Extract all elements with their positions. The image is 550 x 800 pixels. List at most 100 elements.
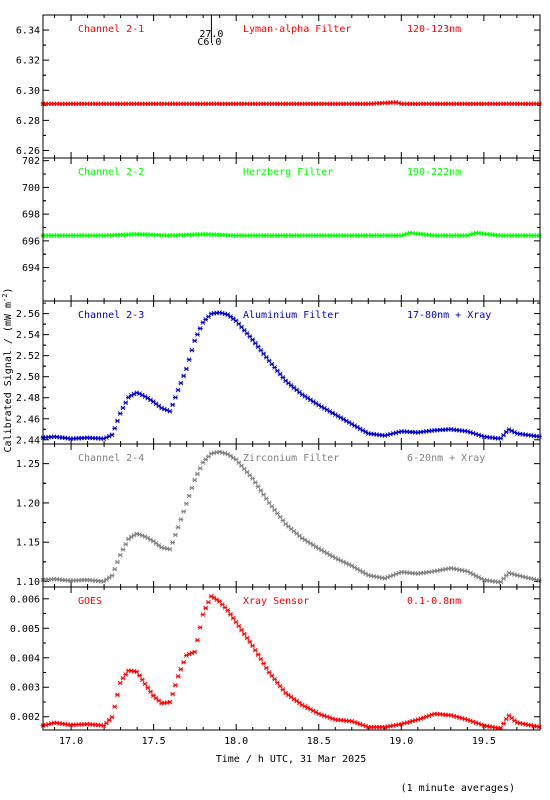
data-point	[214, 597, 220, 602]
y-tick-label: 2.54	[16, 330, 40, 341]
data-point	[175, 524, 181, 530]
data-point	[139, 677, 145, 682]
y-tick-label: 2.56	[16, 309, 40, 320]
data-point	[503, 716, 509, 722]
data-point	[498, 436, 504, 441]
data-point	[181, 373, 187, 379]
data-point	[178, 517, 184, 522]
series-markers	[40, 593, 542, 731]
panel-label: 17-80nm + Xray	[407, 310, 491, 321]
data-point	[258, 656, 264, 662]
data-point	[197, 466, 203, 471]
data-point	[192, 649, 198, 655]
data-point	[247, 639, 253, 645]
data-point	[277, 371, 283, 377]
data-point	[183, 501, 189, 507]
y-tick-label: 6.28	[16, 116, 40, 127]
data-point	[274, 680, 280, 686]
data-point	[175, 674, 181, 679]
x-tick-label: 19.5	[472, 736, 496, 747]
panel-frame	[42, 14, 541, 159]
data-point	[225, 312, 231, 317]
y-tick-label: 696	[22, 236, 40, 247]
panel-label: Channel 2-4	[78, 453, 144, 464]
data-point	[250, 476, 255, 481]
data-point	[195, 637, 200, 643]
data-point	[536, 233, 542, 238]
data-point	[197, 625, 203, 630]
y-tick-label: 6.30	[16, 86, 40, 97]
data-point	[170, 691, 175, 697]
data-point	[269, 504, 275, 509]
data-point	[195, 332, 200, 337]
data-point	[228, 611, 233, 617]
y-axis-label-text: Calibrated Signal / (mW m	[3, 302, 14, 453]
data-point	[228, 453, 233, 459]
data-point	[109, 432, 115, 438]
data-point	[236, 623, 242, 629]
data-point	[239, 627, 244, 633]
data-point	[225, 608, 231, 613]
data-point	[126, 395, 131, 400]
y-tick-label: 0.002	[10, 712, 40, 723]
panel-3: 2.44 2.46 2.48 2.50 2.52 2.54 2.56 Channel 2-3 A…	[16, 300, 542, 446]
data-point	[241, 327, 247, 333]
data-point	[233, 619, 239, 625]
data-point	[170, 540, 175, 545]
data-point	[236, 321, 242, 327]
y-tick-label: 6.34	[16, 26, 40, 37]
data-point	[167, 546, 173, 552]
data-point	[277, 683, 283, 689]
y-tick-label: 2.52	[16, 351, 40, 362]
data-point	[536, 578, 542, 583]
data-point	[123, 672, 129, 677]
data-point	[178, 380, 184, 386]
data-point	[106, 575, 112, 580]
panel-5: 0.002 0.003 0.004 0.005 0.006 GOES Xray Sensor…	[10, 586, 542, 747]
data-point	[247, 334, 253, 339]
data-point	[189, 347, 195, 353]
panel-4: 1.10 1.15 1.20 1.25 Channel 2-4 Zirconium Fil…	[16, 443, 542, 588]
data-point	[280, 375, 286, 380]
panel-label: 6-20nm + Xray	[407, 453, 485, 464]
data-point	[291, 696, 297, 702]
x-tick-label: 18.0	[224, 736, 248, 747]
panel-frame	[42, 443, 541, 588]
panel-label: Channel 2-3	[78, 310, 144, 321]
data-point	[286, 692, 291, 698]
data-point	[272, 676, 278, 682]
data-point	[167, 408, 173, 414]
y-tick-label: 700	[22, 183, 40, 194]
data-point	[244, 331, 250, 336]
panel-label: 120-123nm	[407, 24, 461, 35]
y-tick-label: 2.46	[16, 414, 40, 425]
data-point	[181, 509, 187, 514]
data-point	[536, 724, 542, 730]
data-point	[255, 484, 261, 489]
series-markers	[40, 449, 542, 585]
data-point	[501, 576, 506, 582]
panel-label: Lyman-alpha Filter	[243, 24, 351, 35]
y-tick-label: 6.32	[16, 56, 40, 67]
data-point	[239, 463, 244, 469]
data-point	[244, 469, 250, 475]
data-point	[536, 101, 542, 107]
data-point	[115, 559, 120, 565]
data-point	[258, 347, 264, 353]
data-point	[156, 543, 162, 548]
data-point	[283, 690, 289, 696]
data-point	[142, 681, 148, 687]
x-tick-label: 17.0	[59, 736, 83, 747]
chart-panels: 6.26 6.28 6.30 6.32 6.34 Channel 2-1 Lyman-alp…	[10, 14, 542, 747]
data-point	[186, 357, 192, 363]
data-point	[192, 477, 198, 483]
y-tick-label: 1.10	[16, 577, 40, 588]
data-point	[252, 480, 258, 485]
panel-label: Xray Sensor	[243, 596, 309, 607]
panel-label: 190-222nm	[407, 167, 461, 178]
data-point	[266, 500, 272, 506]
y-axis-label-superscript: -2	[1, 294, 9, 302]
data-point	[250, 337, 255, 343]
panel-label: Zirconium Filter	[243, 453, 339, 464]
y-tick-label: 694	[22, 263, 40, 274]
